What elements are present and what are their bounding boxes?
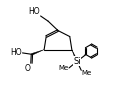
Polygon shape [32, 50, 44, 55]
Polygon shape [72, 50, 78, 62]
Text: O: O [25, 64, 31, 73]
Text: HO: HO [29, 6, 40, 16]
Text: Me: Me [81, 70, 92, 77]
Text: Si: Si [73, 57, 81, 66]
Text: Me: Me [58, 65, 69, 71]
Text: HO: HO [10, 48, 22, 57]
